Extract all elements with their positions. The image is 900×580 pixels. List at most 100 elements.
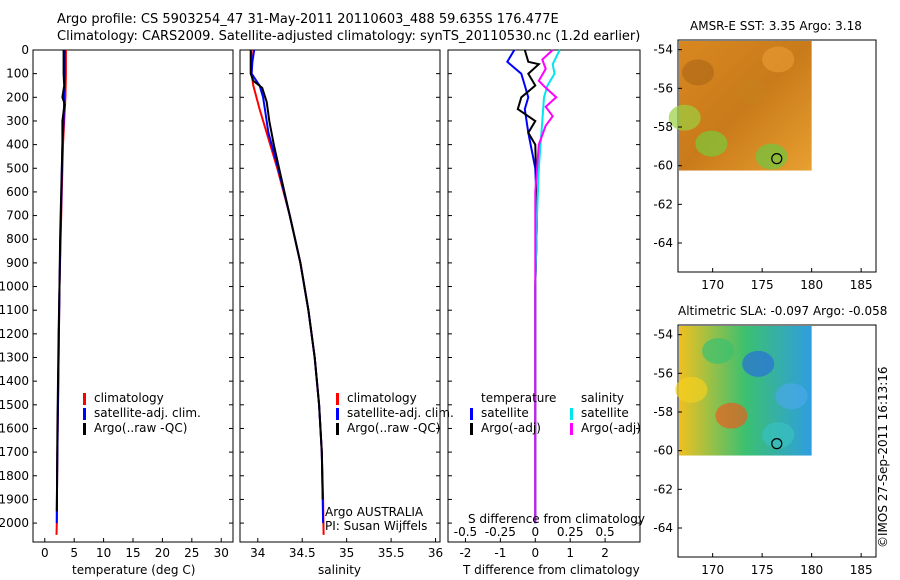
x-tick-label: 0 [531, 546, 539, 560]
x-tick-label: 175 [751, 563, 774, 577]
x-tick-label: 180 [800, 278, 823, 292]
y-tick-label: 200 [6, 90, 29, 104]
x-tick-label: 0 [41, 546, 49, 560]
y-tick-label: 1600 [0, 421, 29, 435]
x-tick-label: -2 [459, 546, 471, 560]
argo-position-marker [771, 153, 783, 165]
map-texture [762, 422, 795, 449]
temperature-xlabel: temperature (deg C) [72, 563, 196, 577]
top-tick-label: 0.25 [557, 525, 584, 539]
legend-swatch [83, 423, 86, 435]
series-line [55, 50, 66, 512]
y-tick-label: -60 [653, 444, 673, 458]
plot-frame [447, 49, 641, 543]
imos-timestamp: ©IMOS 27-Sep-2011 16:13:16 [876, 366, 890, 548]
figure-subtitle: Climatology: CARS2009. Satellite-adjuste… [57, 29, 641, 44]
top-tick-label: 0 [531, 525, 539, 539]
y-tick-label: 1000 [0, 280, 29, 294]
top-tick-label: -0.5 [454, 525, 477, 539]
legend-item-satellite: satellite [467, 406, 556, 421]
y-tick-label: -54 [653, 328, 673, 342]
sla-map-title: Altimetric SLA: -0.097 Argo: -0.058 [678, 304, 888, 318]
y-tick-label: -64 [653, 521, 673, 535]
y-tick-label: 300 [6, 114, 29, 128]
series-line [250, 50, 325, 535]
legend-item-satellite: satellite-adj. clim. [80, 406, 201, 421]
y-tick-label: 1700 [0, 445, 29, 459]
y-tick-label: -56 [653, 81, 673, 95]
legend-swatch [570, 423, 573, 435]
legend-label: satellite-adj. clim. [347, 406, 454, 420]
y-tick-label: 900 [6, 256, 29, 270]
salinity-panel: 34 34.5 35 35.5 36 [239, 49, 443, 560]
y-tick-label: 1500 [0, 398, 29, 412]
s-difference-label: S difference from climatology [468, 512, 645, 526]
y-tick-label: -62 [653, 197, 673, 211]
pi-label: PI: Susan Wijffels [325, 519, 428, 533]
x-tick-label: 34 [250, 546, 265, 560]
legend-swatch [470, 408, 473, 420]
y-tick-label: 800 [6, 232, 29, 246]
x-tick-label: 185 [850, 278, 873, 292]
x-tick-label: 34.5 [289, 546, 316, 560]
x-tick-label: 35.5 [378, 546, 405, 560]
figure-title: Argo profile: CS 5903254_47 31-May-2011 … [57, 12, 559, 27]
map-texture [682, 59, 715, 86]
map-texture [762, 46, 795, 73]
x-tick-label: 1 [566, 546, 574, 560]
y-tick-label: 700 [6, 209, 29, 223]
temperature-panel: 0 5 10 15 20 25 300100200300400500600700800900… [0, 43, 234, 560]
legend-swatch [83, 408, 86, 420]
top-tick-label: -0.25 [485, 525, 516, 539]
y-tick-label: -64 [653, 236, 673, 250]
x-tick-label: 5 [70, 546, 78, 560]
y-tick-label: 1100 [0, 303, 29, 317]
map-texture [702, 337, 735, 364]
y-tick-label: 2000 [0, 516, 29, 530]
salinity-xlabel: salinity [318, 563, 362, 577]
legend-swatch [336, 393, 339, 405]
x-tick-label: 36 [428, 546, 443, 560]
plot-frame [239, 49, 441, 543]
x-tick-label: 185 [850, 563, 873, 577]
argo-position-marker [771, 438, 783, 450]
series-line [534, 49, 561, 524]
legend-item-satellite: satellite-adj. clim. [333, 406, 454, 421]
x-tick-label: 180 [800, 563, 823, 577]
sst-map-panel: 170 175 180 185 -54 -56 -58 -60 -62 -64 [653, 39, 877, 292]
legend-label: Argo(..raw -QC) [347, 421, 441, 435]
x-tick-label: 175 [751, 278, 774, 292]
y-tick-label: 1300 [0, 351, 29, 365]
y-tick-label: -54 [653, 43, 673, 57]
x-tick-label: 170 [701, 563, 724, 577]
y-tick-label: 1900 [0, 492, 29, 506]
y-tick-label: 0 [21, 43, 29, 57]
top-tick-label: 0.5 [596, 525, 615, 539]
x-tick-label: 10 [96, 546, 111, 560]
legend-label: Argo(..raw -QC) [94, 421, 188, 435]
legend-label: climatology [94, 391, 164, 405]
x-tick-label: 20 [155, 546, 170, 560]
argo-agency-label: Argo AUSTRALIA [325, 505, 424, 519]
legend-swatch [470, 423, 473, 435]
salinity-legend: climatology satellite-adj. clim. Argo(..… [333, 391, 454, 436]
legend-heading: salinity [581, 391, 625, 405]
legend-item-argo: Argo(..raw -QC) [333, 421, 454, 436]
sst-map-title: AMSR-E SST: 3.35 Argo: 3.18 [690, 19, 862, 33]
difference-legend-temperature: temperature satellite Argo(-adj) [467, 391, 556, 436]
legend-swatch [336, 408, 339, 420]
legend-item-argo: Argo(-adj) [467, 421, 556, 436]
y-tick-label: 1400 [0, 374, 29, 388]
legend-label: climatology [347, 391, 417, 405]
y-tick-label: -56 [653, 366, 673, 380]
x-tick-label: 30 [214, 546, 229, 560]
map-texture [715, 402, 748, 429]
map-texture [735, 78, 768, 105]
legend-item-satellite: satellite [567, 406, 641, 421]
map-texture [695, 130, 728, 157]
difference-panel: -2 -1 0 1 2 -0.5 -0.25 0 0.25 0.5 [447, 49, 641, 560]
y-tick-label: -60 [653, 159, 673, 173]
legend-swatch [83, 393, 86, 405]
t-difference-xlabel: T difference from climatology [463, 563, 640, 577]
